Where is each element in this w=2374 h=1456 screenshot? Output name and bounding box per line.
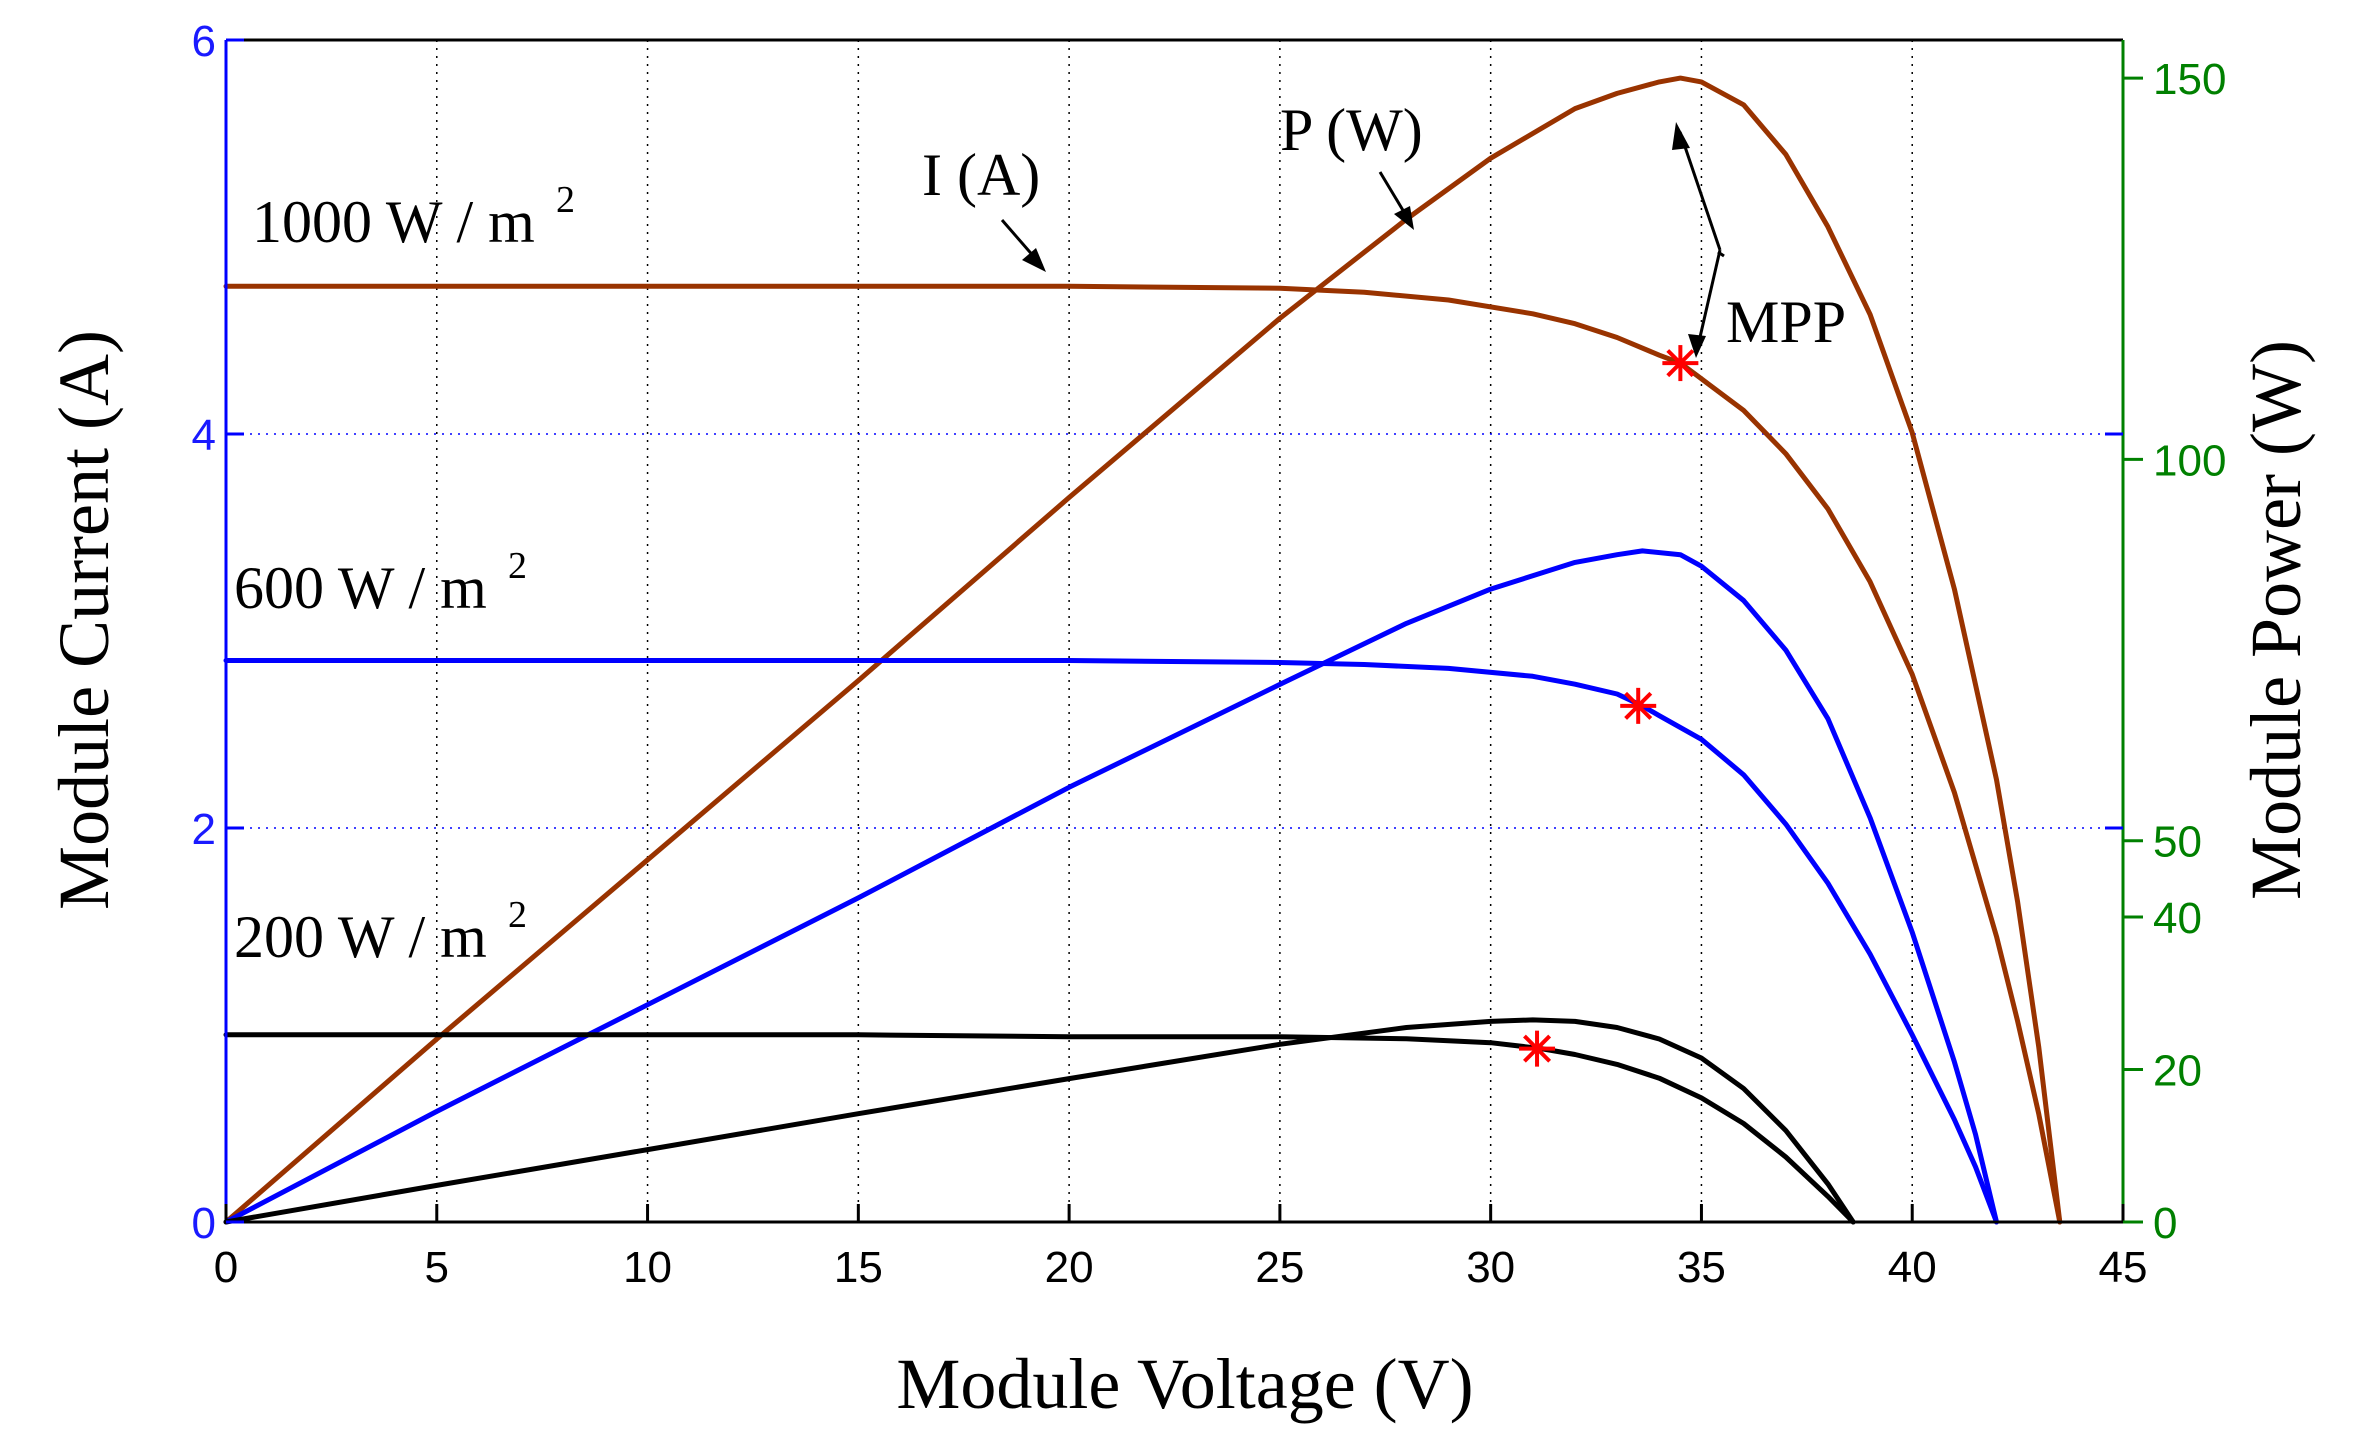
y2-axis-title: Module Power (W) <box>2236 340 2316 900</box>
mpp-marker-stroke <box>1624 691 1653 720</box>
x-tick-label: 45 <box>2099 1243 2148 1292</box>
series-i-1000 <box>223 283 2063 1225</box>
mpp-marker-stroke <box>1523 1034 1552 1063</box>
grid-lines <box>226 40 2123 1222</box>
y-axis-title: Module Current (A) <box>44 330 124 910</box>
mpp-marker <box>1519 1030 1556 1067</box>
y2-tick-label: 150 <box>2153 55 2226 104</box>
irradiance-label-200: 200 W / m <box>234 904 487 970</box>
x-tick-label: 0 <box>214 1243 238 1292</box>
arrow-mpp-up <box>1678 131 1722 251</box>
x-tick-label: 15 <box>834 1243 883 1292</box>
y2-tick-label: 50 <box>2153 818 2202 867</box>
x-axis-title: Module Voltage (V) <box>896 1344 1473 1424</box>
mpp-marker <box>1662 345 1699 382</box>
y-tick-label: 6 <box>192 17 216 66</box>
y2-tick-label: 40 <box>2153 894 2202 943</box>
mpp-marker <box>1620 687 1657 724</box>
x-tick-label: 5 <box>425 1243 449 1292</box>
y2-tick-label: 0 <box>2153 1199 2177 1248</box>
x-tick-label: 40 <box>1888 1243 1937 1292</box>
irradiance-label-600: 600 W / m <box>234 555 487 621</box>
arrowhead-mpp-down <box>1688 334 1706 358</box>
irradiance-sup-1000: 2 <box>556 179 575 221</box>
arrowhead-mpp-up <box>1672 122 1690 150</box>
arrowhead-current <box>1022 248 1046 272</box>
y-tick-label: 0 <box>192 1199 216 1248</box>
y2-tick-label: 100 <box>2153 436 2226 485</box>
arrowhead-power <box>1394 206 1414 230</box>
irradiance-label-1000: 1000 W / m <box>252 189 535 255</box>
x-tick-label: 25 <box>1255 1243 1304 1292</box>
current-curve-label: I (A) <box>922 142 1040 208</box>
mpp-marker-stroke <box>1666 349 1695 378</box>
x-tick-label: 20 <box>1045 1243 1094 1292</box>
annotation-1000: 1000 W / m 2 <box>252 179 575 255</box>
annotation-200: 200 W / m 2 <box>234 894 527 970</box>
series-i-200 <box>223 1032 1856 1225</box>
y2-tick-label: 20 <box>2153 1046 2202 1095</box>
x-tick-label: 30 <box>1466 1243 1515 1292</box>
arrow-mpp-down <box>1696 249 1722 347</box>
y-tick-label: 4 <box>192 411 216 460</box>
x-tick-label: 10 <box>623 1243 672 1292</box>
series-p-200 <box>223 1017 1856 1225</box>
mpp-label: MPP <box>1726 289 1846 355</box>
y-tick-label: 2 <box>192 805 216 854</box>
axes <box>224 38 2143 1224</box>
annotation-600: 600 W / m 2 <box>234 545 527 621</box>
series-p-1000 <box>223 75 2063 1225</box>
annotation-arrows <box>1000 122 1725 358</box>
irradiance-sup-200: 2 <box>508 894 527 936</box>
mpp-markers <box>1519 345 1699 1067</box>
irradiance-sup-600: 2 <box>508 545 527 587</box>
series-p-600 <box>223 548 1999 1225</box>
power-curve-label: P (W) <box>1280 97 1423 163</box>
x-tick-label: 35 <box>1677 1243 1726 1292</box>
data-series <box>223 75 2063 1225</box>
